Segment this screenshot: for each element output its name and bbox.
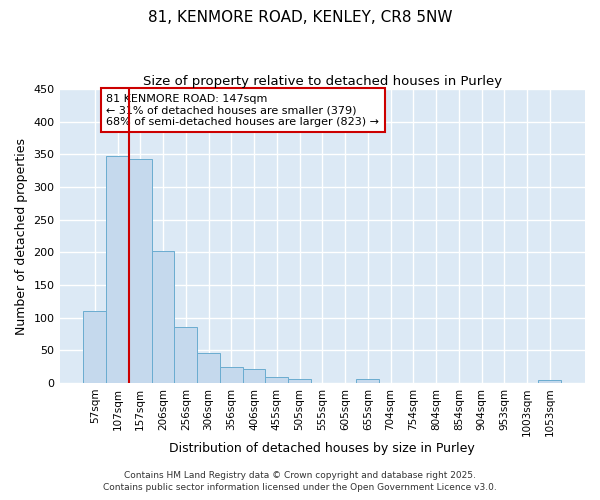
Bar xyxy=(152,251,175,383)
Bar xyxy=(197,353,220,383)
Bar xyxy=(220,366,242,383)
Bar xyxy=(288,379,311,383)
Text: 81, KENMORE ROAD, KENLEY, CR8 5NW: 81, KENMORE ROAD, KENLEY, CR8 5NW xyxy=(148,10,452,25)
Title: Size of property relative to detached houses in Purley: Size of property relative to detached ho… xyxy=(143,75,502,88)
X-axis label: Distribution of detached houses by size in Purley: Distribution of detached houses by size … xyxy=(169,442,475,455)
Bar xyxy=(242,369,265,383)
Bar xyxy=(83,311,106,383)
Bar xyxy=(356,379,379,383)
Y-axis label: Number of detached properties: Number of detached properties xyxy=(15,138,28,334)
Text: 81 KENMORE ROAD: 147sqm
← 31% of detached houses are smaller (379)
68% of semi-d: 81 KENMORE ROAD: 147sqm ← 31% of detache… xyxy=(106,94,379,127)
Bar xyxy=(106,156,129,383)
Bar xyxy=(129,159,152,383)
Text: Contains HM Land Registry data © Crown copyright and database right 2025.
Contai: Contains HM Land Registry data © Crown c… xyxy=(103,470,497,492)
Bar xyxy=(175,328,197,383)
Bar xyxy=(538,380,561,383)
Bar xyxy=(265,377,288,383)
